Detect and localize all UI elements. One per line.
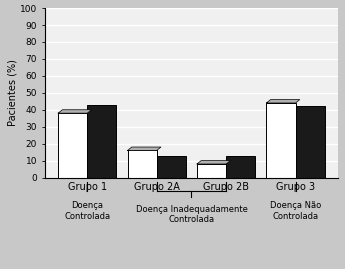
Bar — [197, 164, 226, 178]
Bar — [157, 155, 186, 178]
Bar — [87, 105, 117, 178]
Text: Doença Inadequadamente
Controlada: Doença Inadequadamente Controlada — [136, 205, 247, 224]
Bar — [296, 106, 325, 178]
Y-axis label: Pacientes (%): Pacientes (%) — [7, 59, 17, 126]
Polygon shape — [266, 100, 300, 103]
Text: Doença
Controlada: Doença Controlada — [64, 201, 110, 221]
Polygon shape — [128, 147, 161, 150]
Bar — [226, 155, 255, 178]
Bar — [266, 103, 296, 178]
Bar — [128, 150, 157, 178]
Bar — [58, 113, 87, 178]
Text: Doença Não
Controlada: Doença Não Controlada — [270, 201, 321, 221]
Polygon shape — [197, 161, 230, 164]
Polygon shape — [58, 110, 91, 113]
